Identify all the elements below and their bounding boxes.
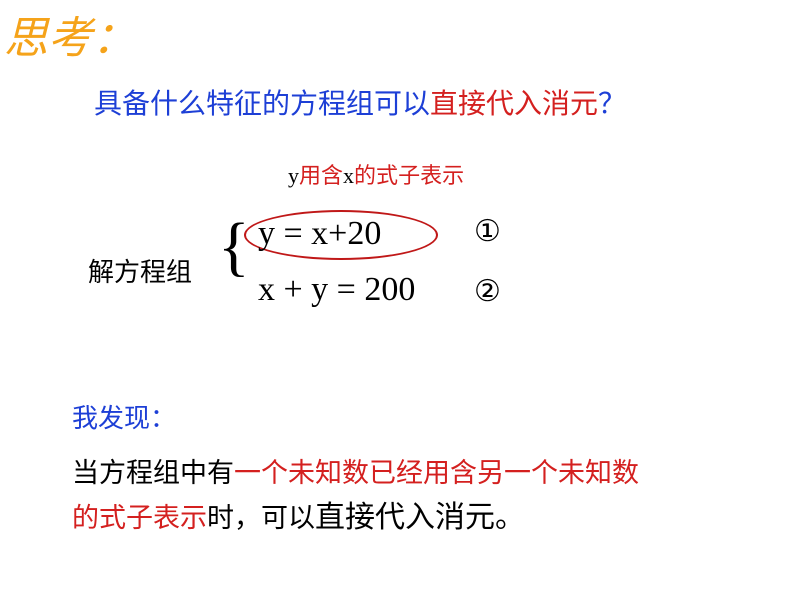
eq2-text: x + y = 200: [258, 271, 415, 308]
solve-label: 解方程组: [88, 252, 192, 289]
concl-1a: 当方程组中有: [72, 458, 234, 488]
concl-2b: 时，可以: [207, 503, 315, 533]
solve-text: 解方程组: [88, 258, 192, 287]
question-prefix: 具备什么特征的方程组可以: [94, 89, 430, 120]
equation-2: x + y = 200: [258, 271, 415, 309]
brace: {: [218, 214, 250, 280]
slide-title: 思考：: [4, 2, 136, 66]
mark2-text: ②: [474, 275, 501, 308]
brace-char: {: [218, 210, 250, 283]
equation-1: y = x+20: [258, 215, 381, 253]
callout-text: y用含x的式子表示: [288, 163, 464, 188]
mark-1: ①: [474, 214, 501, 249]
mark-2: ②: [474, 274, 501, 309]
observe-label: 我发现：: [72, 398, 176, 435]
concl-2c: 直接代入消元。: [315, 501, 525, 534]
concl-1b: 一个未知数已经用含另一个未知数: [234, 458, 639, 488]
conclusion: 当方程组中有一个未知数已经用含另一个未知数 的式子表示时，可以直接代入消元。: [72, 453, 639, 541]
question-line: 具备什么特征的方程组可以直接代入消元？: [94, 82, 626, 122]
title-text: 思考：: [4, 14, 136, 63]
observe-text: 我发现：: [72, 404, 176, 433]
question-highlight: 直接代入消元: [430, 89, 598, 120]
callout-label: y用含x的式子表示: [288, 158, 464, 190]
eq1-text: y = x+20: [258, 215, 381, 252]
mark1-text: ①: [474, 215, 501, 248]
question-suffix: ？: [598, 89, 626, 120]
concl-2a: 的式子表示: [72, 503, 207, 533]
